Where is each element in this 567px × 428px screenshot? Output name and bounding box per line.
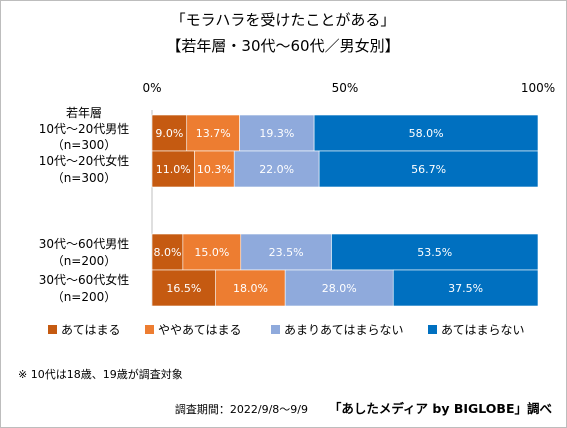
legend-swatch	[271, 325, 280, 334]
bar-segment	[151, 114, 188, 152]
footnote: ※ 10代は18歳、19歳が調査対象	[18, 367, 183, 381]
category-label: 10代～20代女性	[39, 153, 130, 168]
category-label: 30代～60代男性	[39, 237, 130, 251]
category-label: 30代～60代女性	[39, 272, 130, 287]
legend-label: あてはまらない	[441, 323, 525, 337]
x-tick-label: 100%	[521, 81, 555, 95]
bar-value-label: 18.0%	[233, 282, 268, 295]
bar-value-label: 10.3%	[197, 163, 232, 176]
x-tick-label: 0%	[142, 81, 161, 95]
bar-value-label: 11.0%	[156, 163, 191, 176]
bar-segment	[392, 269, 539, 307]
survey-period: 調査期間：2022/9/8～9/9	[175, 402, 308, 416]
bar-segment	[151, 269, 216, 307]
legend-label: あてはまる	[61, 323, 121, 337]
bar-value-label: 8.0%	[153, 246, 181, 259]
category-label: 10代～20代男性	[39, 122, 130, 136]
bar-value-label: 13.7%	[196, 127, 231, 140]
category-n-label: （n=200）	[52, 254, 117, 268]
bar-value-label: 53.5%	[417, 246, 452, 259]
category-n-label: （n=300）	[52, 171, 117, 185]
category-labels: 若年層10代～20代男性（n=300）10代～20代女性（n=300）30代～6…	[39, 106, 130, 304]
category-n-label: （n=200）	[52, 290, 117, 304]
legend: あてはまる ややあてはまる あまりあてはまらない あてはまらない	[48, 323, 525, 337]
bar-segment	[331, 233, 539, 271]
group-header-label: 若年層	[66, 106, 102, 120]
bar-segment	[318, 150, 539, 188]
bars: 9.0% 13.7% 19.3% 58.0% 11.0% 10.3% 22.0% 56.7% 8…	[151, 114, 539, 307]
bar-value-label: 16.5%	[166, 282, 201, 295]
bar-value-label: 58.0%	[409, 127, 444, 140]
legend-label: ややあてはまる	[158, 323, 242, 337]
bar-value-label: 19.3%	[259, 127, 294, 140]
legend-swatch	[428, 325, 437, 334]
bar-value-label: 37.5%	[448, 282, 483, 295]
chart-title-line2: 【若年層・30代～60代／男女別】	[166, 37, 399, 55]
bar-value-label: 56.7%	[411, 163, 446, 176]
bar-segment	[194, 150, 235, 188]
bar-segment	[284, 269, 394, 307]
legend-swatch	[48, 325, 57, 334]
source-credit: 「あしたメディア by BIGLOBE」調べ	[329, 401, 553, 416]
bar-segment	[151, 233, 184, 271]
legend-label: あまりあてはまらない	[284, 323, 404, 337]
legend-swatch	[145, 325, 154, 334]
x-tick-label: 50%	[332, 81, 359, 95]
bar-value-label: 22.0%	[259, 163, 294, 176]
bar-segment	[186, 114, 240, 152]
bar-segment	[240, 233, 332, 271]
bar-segment	[151, 150, 195, 188]
bar-segment	[215, 269, 286, 307]
bar-segment	[233, 150, 320, 188]
bar-value-label: 28.0%	[322, 282, 357, 295]
bar-value-label: 9.0%	[155, 127, 183, 140]
bar-value-label: 23.5%	[269, 246, 304, 259]
bar-value-label: 15.0%	[194, 246, 229, 259]
category-n-label: （n=300）	[52, 138, 117, 152]
chart-title-line1: 「モラハラを受けたことがある」	[171, 11, 396, 29]
